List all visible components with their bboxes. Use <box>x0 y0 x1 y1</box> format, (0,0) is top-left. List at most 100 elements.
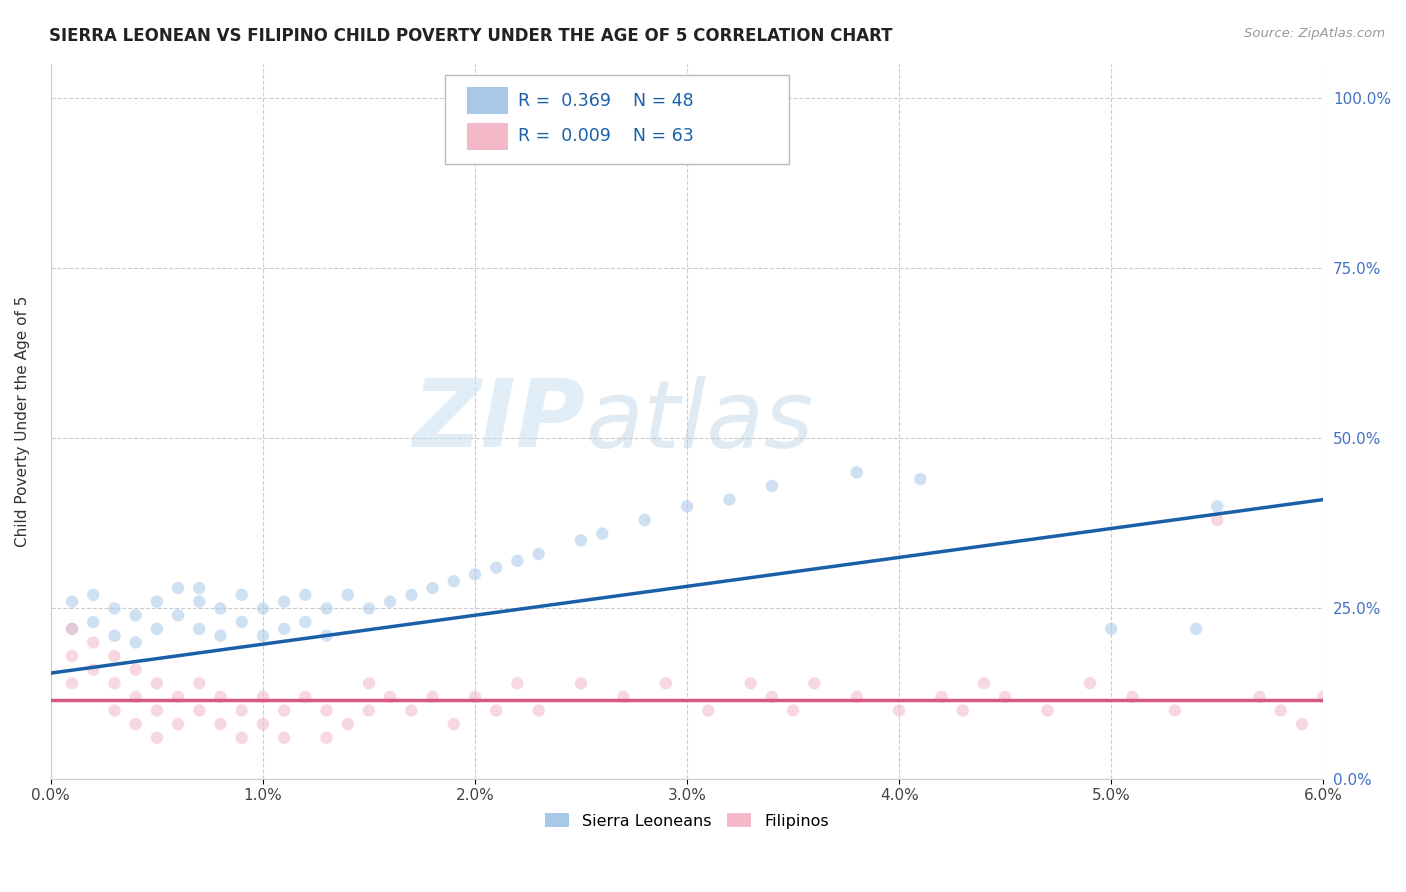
FancyBboxPatch shape <box>446 75 789 164</box>
Point <box>103 676 125 690</box>
Point <box>994 690 1017 704</box>
Text: R =  0.009    N = 63: R = 0.009 N = 63 <box>517 128 693 145</box>
Point <box>1206 500 1229 514</box>
Point <box>82 615 104 629</box>
Point <box>782 704 804 718</box>
Point <box>60 649 83 664</box>
Point <box>231 731 253 745</box>
Point <box>294 588 316 602</box>
Point <box>315 629 337 643</box>
Point <box>231 704 253 718</box>
Text: R =  0.369    N = 48: R = 0.369 N = 48 <box>517 92 693 110</box>
Point <box>527 704 550 718</box>
Point <box>103 629 125 643</box>
Point <box>422 581 444 595</box>
Point <box>167 608 190 623</box>
Point <box>188 676 211 690</box>
Point <box>931 690 953 704</box>
Y-axis label: Child Poverty Under the Age of 5: Child Poverty Under the Age of 5 <box>15 295 30 547</box>
Point <box>294 690 316 704</box>
Point <box>910 472 932 486</box>
Point <box>124 717 146 731</box>
Point <box>252 629 274 643</box>
Point <box>1312 690 1334 704</box>
Point <box>569 533 592 548</box>
Point <box>146 731 169 745</box>
Point <box>167 581 190 595</box>
Point <box>464 690 486 704</box>
Point <box>633 513 655 527</box>
Point <box>655 676 678 690</box>
Point <box>1099 622 1122 636</box>
Point <box>209 717 232 731</box>
Point <box>60 676 83 690</box>
Point <box>188 704 211 718</box>
Point <box>188 594 211 608</box>
Point <box>209 690 232 704</box>
Point <box>273 594 295 608</box>
Point <box>124 635 146 649</box>
Point <box>845 690 868 704</box>
Point <box>485 560 508 574</box>
Point <box>60 622 83 636</box>
Point <box>294 615 316 629</box>
Point <box>464 567 486 582</box>
Point <box>378 594 401 608</box>
Point <box>336 588 359 602</box>
Point <box>718 492 741 507</box>
Point <box>612 690 634 704</box>
Point <box>124 663 146 677</box>
Point <box>485 704 508 718</box>
Point <box>676 500 699 514</box>
Point <box>60 594 83 608</box>
Bar <box>467 122 508 150</box>
Point <box>887 704 910 718</box>
Point <box>252 690 274 704</box>
Point <box>357 601 380 615</box>
Point <box>336 717 359 731</box>
Point <box>315 704 337 718</box>
Point <box>401 588 423 602</box>
Point <box>591 526 613 541</box>
Point <box>124 690 146 704</box>
Text: atlas: atlas <box>585 376 814 467</box>
Point <box>952 704 974 718</box>
Point <box>1036 704 1059 718</box>
Point <box>1078 676 1101 690</box>
Point <box>252 601 274 615</box>
Point <box>252 717 274 731</box>
Point <box>1164 704 1187 718</box>
Point <box>1206 513 1229 527</box>
Point <box>315 731 337 745</box>
Point <box>167 690 190 704</box>
Point <box>167 717 190 731</box>
Point <box>103 601 125 615</box>
Point <box>209 601 232 615</box>
Point <box>761 479 783 493</box>
Point <box>82 663 104 677</box>
Point <box>1185 622 1208 636</box>
Point <box>506 676 529 690</box>
Point <box>273 622 295 636</box>
Point <box>82 588 104 602</box>
Point <box>1121 690 1143 704</box>
Point <box>188 622 211 636</box>
Point <box>146 704 169 718</box>
Bar <box>467 87 508 114</box>
Point <box>569 676 592 690</box>
Point <box>273 704 295 718</box>
Point <box>357 704 380 718</box>
Point <box>103 704 125 718</box>
Point <box>401 704 423 718</box>
Point <box>188 581 211 595</box>
Point <box>103 649 125 664</box>
Legend: Sierra Leoneans, Filipinos: Sierra Leoneans, Filipinos <box>538 806 835 835</box>
Point <box>378 690 401 704</box>
Point <box>82 635 104 649</box>
Point <box>845 466 868 480</box>
Point <box>315 601 337 615</box>
Point <box>740 676 762 690</box>
Point <box>761 690 783 704</box>
Point <box>973 676 995 690</box>
Point <box>124 608 146 623</box>
